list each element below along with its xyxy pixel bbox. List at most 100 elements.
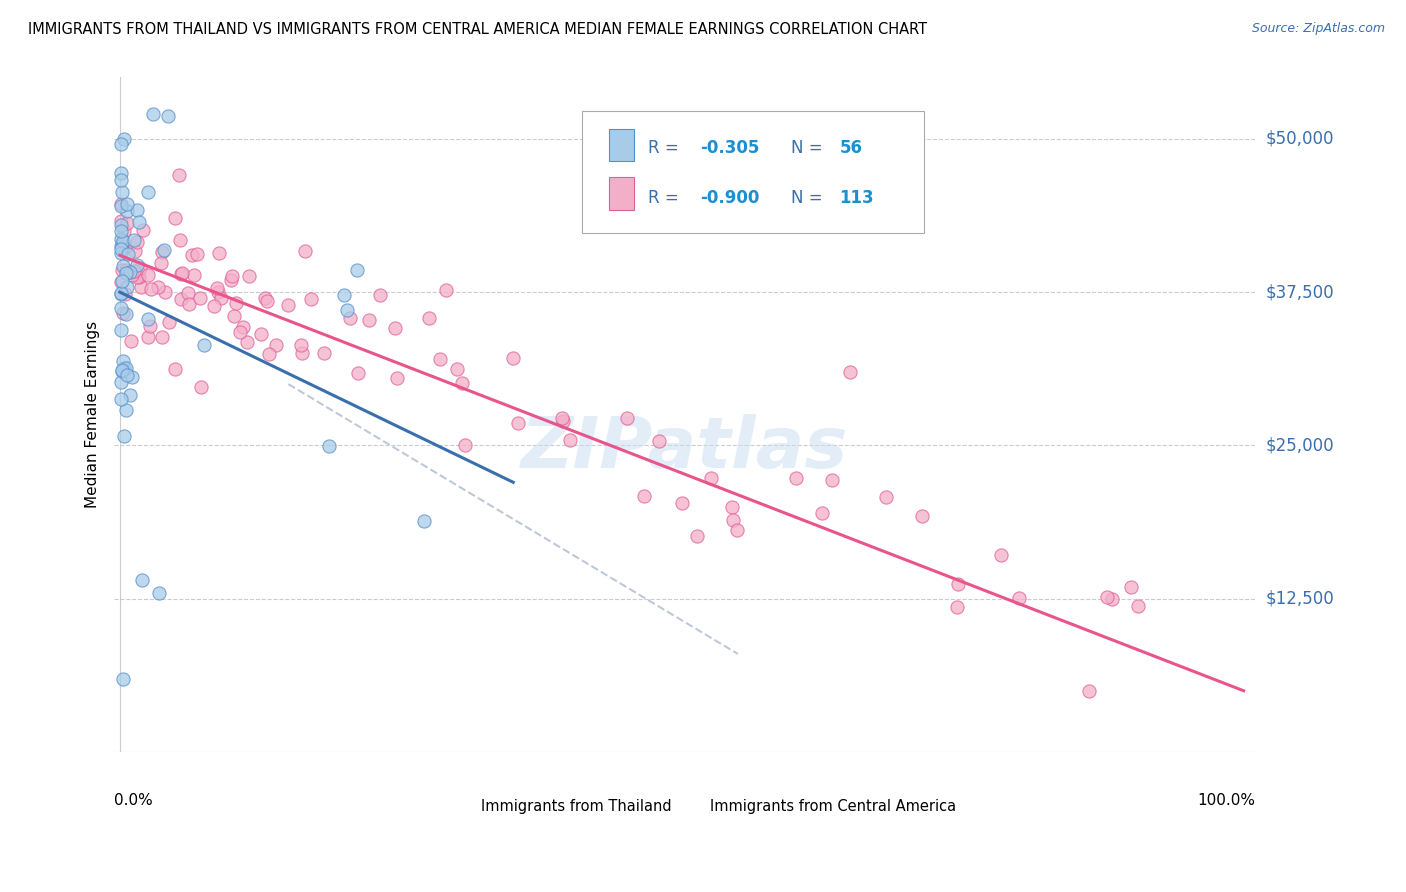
Point	[129, 279, 152, 293]
Point	[112, 132, 135, 146]
Text: $25,000: $25,000	[1265, 436, 1334, 454]
Point	[291, 346, 314, 360]
Text: ZIPat⁠las: ZIPat⁠las	[520, 414, 848, 483]
Point	[121, 370, 143, 384]
Point	[110, 166, 132, 180]
Point	[209, 292, 232, 306]
Point	[188, 291, 211, 305]
Point	[110, 246, 132, 260]
Point	[128, 269, 150, 284]
Point	[700, 471, 723, 485]
Point	[122, 263, 145, 277]
Point	[946, 577, 969, 591]
Point	[128, 261, 150, 276]
Point	[152, 330, 174, 344]
Point	[193, 337, 215, 351]
Point	[429, 351, 451, 366]
Point	[110, 197, 132, 211]
Point	[560, 434, 582, 448]
Point	[207, 285, 229, 299]
Point	[157, 315, 180, 329]
Point	[124, 244, 146, 258]
Text: -0.305: -0.305	[700, 139, 759, 157]
Point	[277, 298, 299, 312]
Point	[148, 585, 170, 599]
Text: N =: N =	[790, 189, 828, 207]
Point	[821, 473, 844, 487]
Point	[257, 347, 280, 361]
Text: 0.0%: 0.0%	[114, 793, 153, 807]
Point	[450, 376, 472, 390]
Text: Immigrants from Thailand: Immigrants from Thailand	[481, 798, 672, 814]
Point	[117, 246, 139, 260]
Text: Source: ZipAtlas.com: Source: ZipAtlas.com	[1251, 22, 1385, 36]
Text: R =: R =	[648, 189, 685, 207]
Point	[686, 529, 709, 543]
Point	[294, 244, 316, 258]
Point	[111, 274, 134, 288]
Point	[115, 262, 138, 277]
Point	[385, 370, 408, 384]
Point	[177, 285, 200, 300]
Point	[131, 574, 153, 588]
Point	[115, 266, 138, 280]
Point	[111, 354, 134, 368]
Point	[502, 351, 524, 365]
Point	[111, 239, 134, 253]
Point	[910, 508, 932, 523]
Point	[150, 256, 173, 270]
Point	[136, 312, 159, 326]
Point	[418, 311, 440, 326]
Point	[111, 185, 134, 199]
Point	[150, 245, 173, 260]
Point	[110, 136, 132, 151]
Point	[339, 310, 361, 325]
Point	[117, 216, 139, 230]
Point	[290, 338, 312, 352]
Point	[138, 268, 160, 283]
Text: 113: 113	[839, 189, 875, 207]
Point	[111, 363, 134, 377]
Point	[1078, 683, 1101, 698]
Point	[112, 429, 135, 443]
Text: R =: R =	[648, 139, 685, 157]
Point	[110, 276, 132, 290]
Point	[153, 285, 176, 299]
Point	[110, 286, 132, 301]
Point	[180, 248, 202, 262]
Point	[110, 392, 132, 406]
Point	[186, 247, 208, 261]
Point	[121, 268, 143, 282]
Point	[120, 387, 142, 401]
Point	[264, 338, 287, 352]
Point	[110, 232, 132, 246]
Point	[165, 211, 187, 226]
Point	[229, 325, 252, 339]
Point	[250, 327, 273, 342]
Point	[254, 291, 277, 305]
Point	[110, 214, 132, 228]
Point	[115, 361, 138, 376]
Text: Immigrants from Central America: Immigrants from Central America	[710, 798, 956, 814]
Point	[127, 264, 149, 278]
Point	[633, 489, 655, 503]
Point	[183, 268, 205, 282]
Point	[112, 672, 135, 686]
Point	[508, 417, 530, 431]
Point	[990, 548, 1012, 562]
Point	[170, 267, 193, 281]
Point	[146, 279, 169, 293]
Point	[110, 199, 132, 213]
Point	[172, 266, 194, 280]
FancyBboxPatch shape	[451, 793, 471, 820]
Point	[225, 296, 247, 310]
Point	[785, 471, 807, 485]
Point	[115, 368, 138, 383]
Point	[190, 380, 212, 394]
Point	[1101, 591, 1123, 606]
Point	[118, 265, 141, 279]
Point	[446, 362, 468, 376]
Point	[110, 375, 132, 389]
FancyBboxPatch shape	[582, 112, 924, 233]
Text: IMMIGRANTS FROM THAILAND VS IMMIGRANTS FROM CENTRAL AMERICA MEDIAN FEMALE EARNIN: IMMIGRANTS FROM THAILAND VS IMMIGRANTS F…	[28, 22, 927, 37]
